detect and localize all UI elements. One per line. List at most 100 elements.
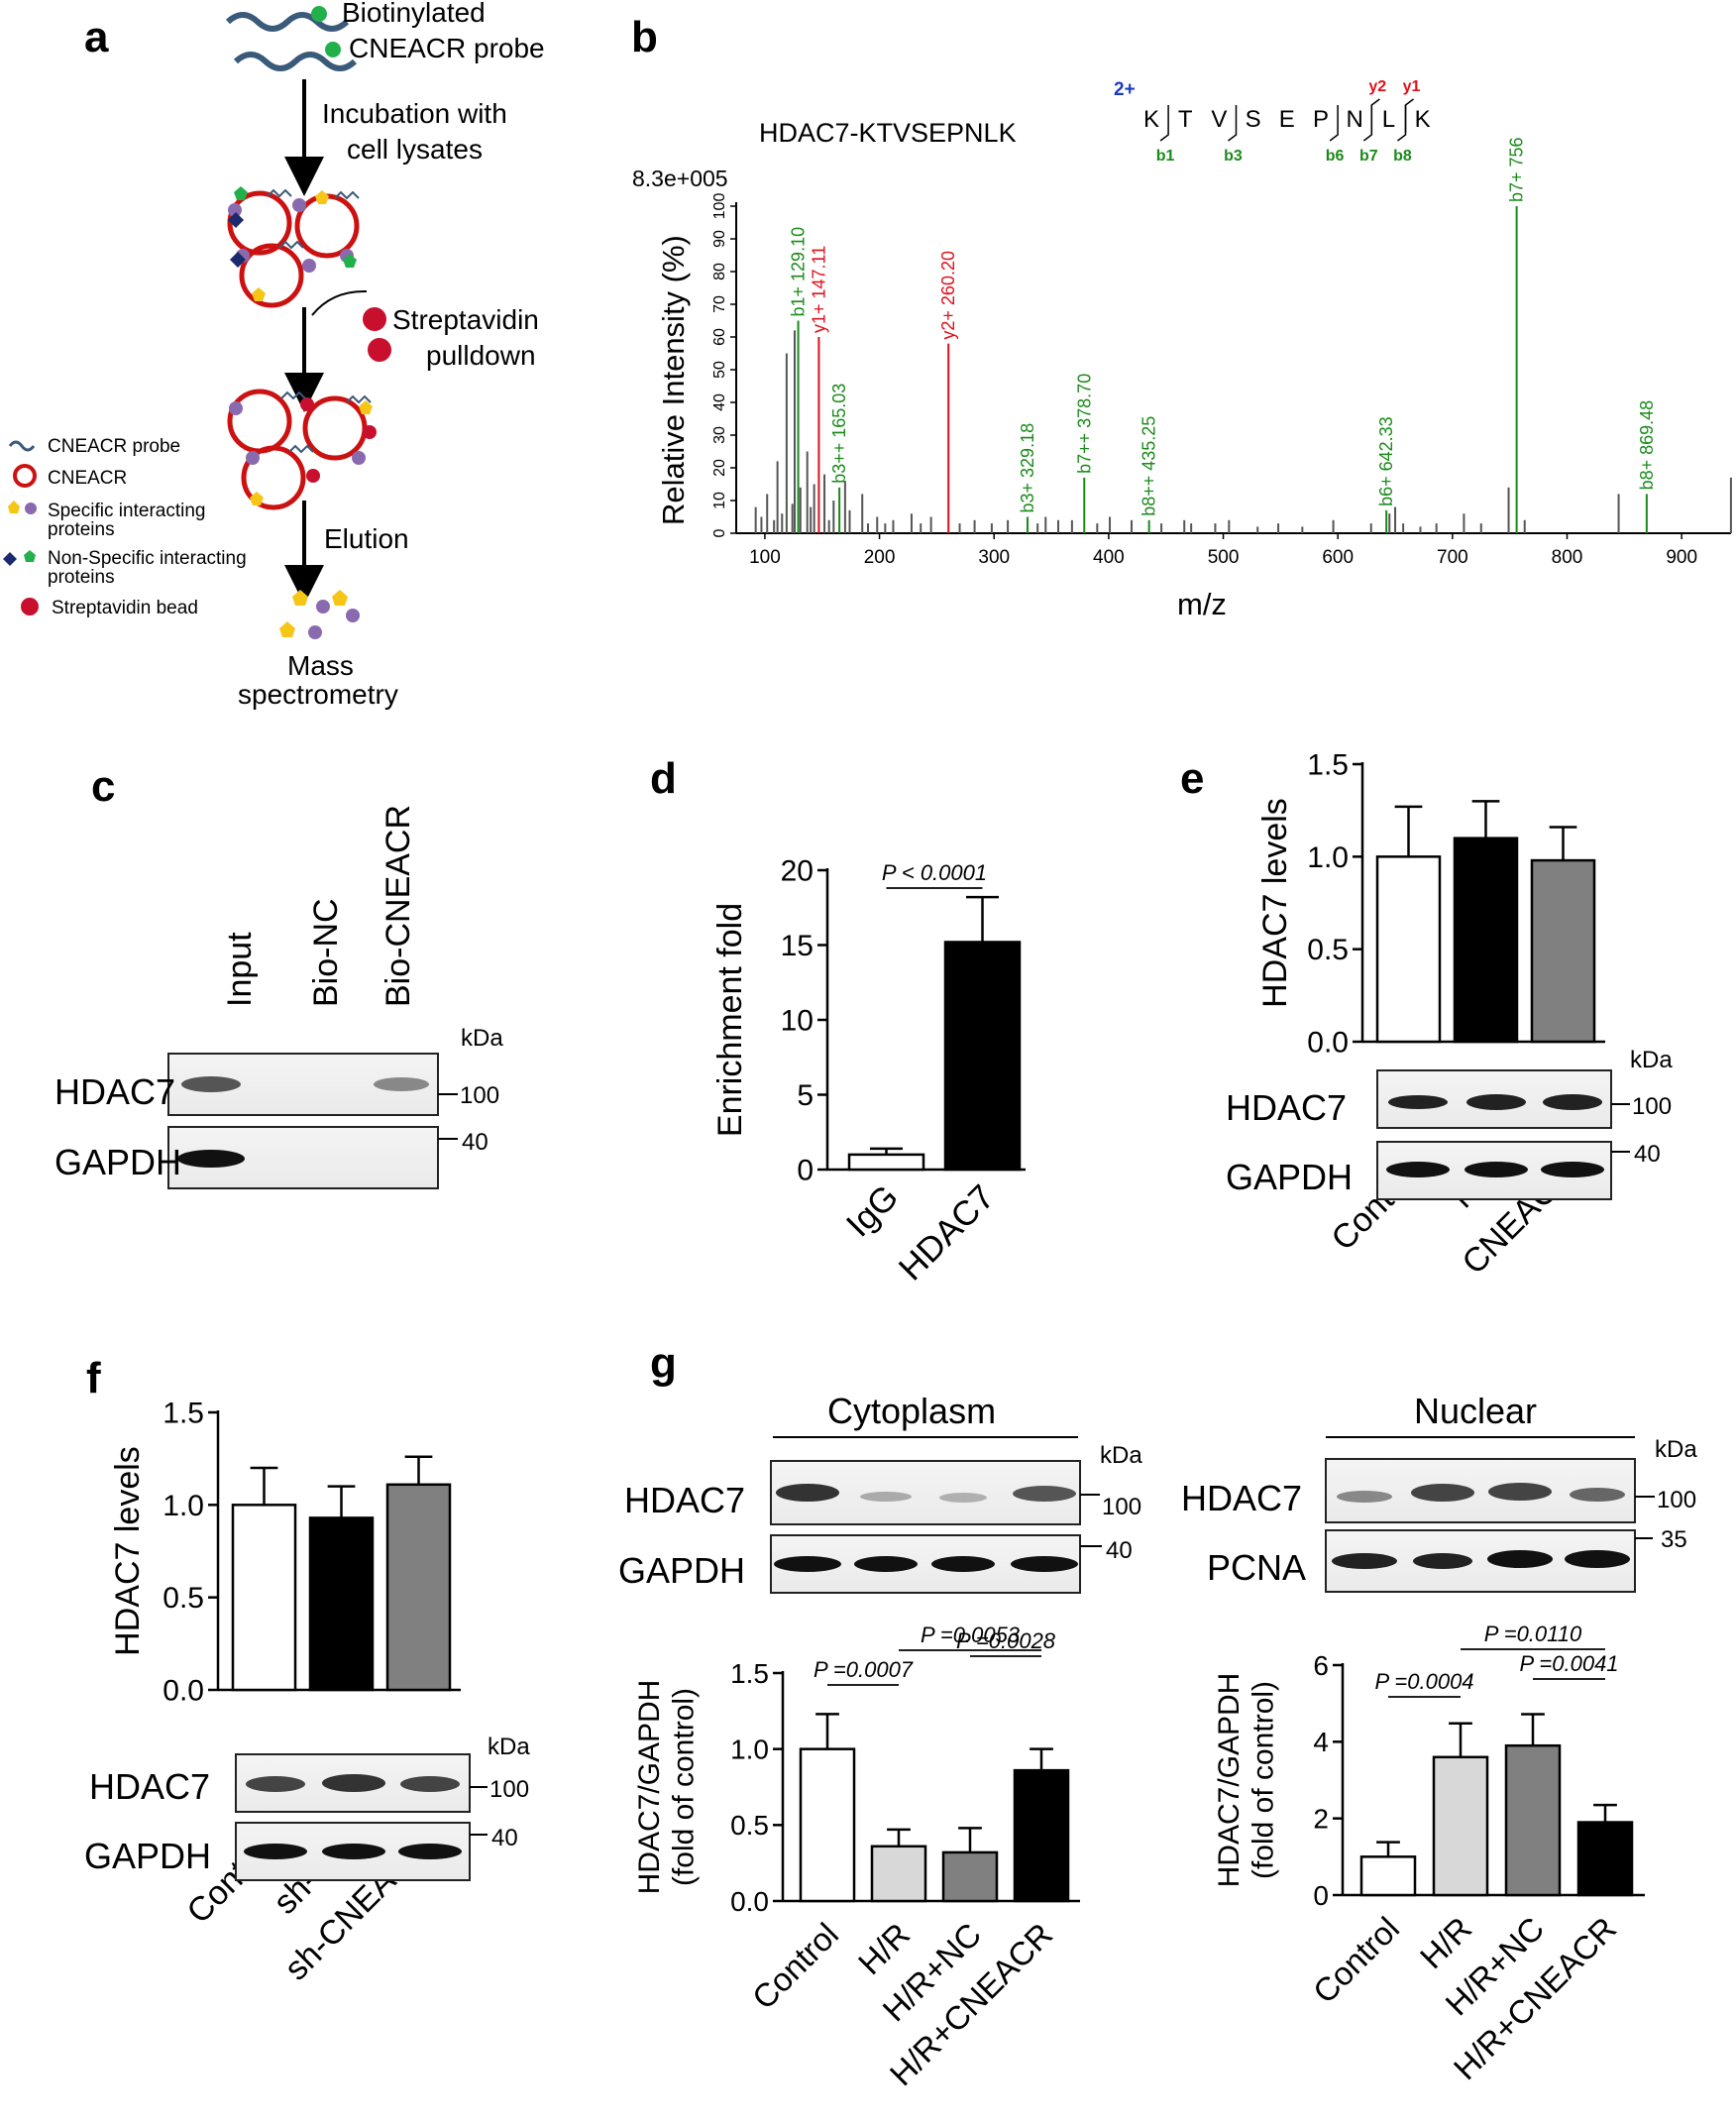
band: [177, 1150, 245, 1168]
y-axis-label: HDAC7 levels: [109, 1446, 147, 1656]
sequence-residue: P: [1313, 106, 1329, 133]
row-label-gapdh: GAPDH: [84, 1836, 211, 1876]
b-ion-label: b8: [1393, 148, 1412, 165]
x-tick-label: 300: [978, 547, 1010, 568]
peak-label: b7+ 756: [1507, 137, 1527, 202]
marker-40: 40: [1106, 1537, 1133, 1564]
band: [1465, 1162, 1528, 1177]
y-axis-label: HDAC7/GAPDH: [1213, 1673, 1246, 1888]
legend-specific-2: proteins: [48, 519, 115, 540]
band: [1466, 1094, 1526, 1110]
panel-label-f: f: [86, 1354, 101, 1402]
x-tick-label: 200: [864, 547, 896, 568]
row-label-gapdh: GAPDH: [618, 1550, 745, 1591]
probe-icon: [8, 440, 36, 452]
y-ion-bracket: [1370, 98, 1380, 133]
marker-100: 100: [1102, 1494, 1141, 1520]
biotin-dot-icon: [325, 42, 341, 57]
y-tick-label: 0: [711, 528, 728, 537]
sequence-residue: L: [1382, 106, 1395, 133]
y-tick-label: 1.0: [1307, 841, 1349, 874]
legend-bead: Streptavidin bead: [52, 598, 198, 618]
legend-nonspecific-1: Non-Specific interacting: [48, 548, 247, 569]
final-label-2: spectrometry: [238, 679, 398, 710]
probe-icon: [233, 52, 358, 71]
bar: [943, 941, 1022, 1172]
y-tick-label: 0.0: [163, 1675, 204, 1708]
band: [246, 1776, 305, 1792]
kda-label: kDa: [1100, 1442, 1142, 1469]
band: [1411, 1484, 1474, 1502]
sequence-residue: K: [1415, 106, 1431, 133]
band: [400, 1776, 460, 1792]
y-tick-label: 70: [711, 295, 728, 313]
bar: [308, 1516, 375, 1692]
y-tick-label: 20: [711, 459, 728, 477]
y-tick-label: 0.0: [1307, 1027, 1349, 1060]
lane-label-input: Input: [221, 932, 259, 1007]
y-tick-label: 2: [1313, 1803, 1329, 1834]
row-label-hdac7: HDAC7: [1226, 1087, 1347, 1128]
y-tick-label: 10: [781, 1005, 814, 1038]
y-tick-label: 0: [1313, 1880, 1329, 1911]
sequence-residue: T: [1178, 106, 1193, 133]
y-tick-label: 30: [711, 426, 728, 444]
step2-label-2: pulldown: [426, 340, 536, 371]
band: [1388, 1095, 1448, 1109]
bar: [1453, 837, 1519, 1044]
streptavidin-bead-icon: [368, 338, 391, 362]
marker-40: 40: [1634, 1141, 1661, 1168]
bar: [1013, 1768, 1070, 1903]
charge-label: 2+: [1114, 79, 1136, 100]
significance-label: P =0.0053: [921, 1623, 1021, 1647]
b-ion-label: b1: [1156, 148, 1175, 165]
probe-label-2: CNEACR probe: [349, 33, 545, 63]
x-tick-label: 700: [1437, 547, 1468, 568]
x-tick-label: 400: [1093, 547, 1125, 568]
panel-a-legend: CNEACR probe CNEACR Specific interacting…: [3, 436, 247, 618]
spectrum-title: HDAC7-KTVSEPNLK: [759, 118, 1017, 148]
y-tick-label: 100: [711, 193, 728, 220]
band: [244, 1844, 307, 1859]
bar: [231, 1504, 297, 1692]
bar: [1375, 855, 1442, 1044]
panel-e-blot: kDa HDAC7 GAPDH 100 40: [1226, 1047, 1673, 1200]
cytoplasm-header: Cytoplasm: [827, 1391, 996, 1431]
band: [1487, 1550, 1553, 1568]
bar: [870, 1845, 927, 1903]
significance-label: P =0.0028: [956, 1628, 1056, 1653]
y-tick-label: 10: [711, 492, 728, 509]
bar: [1432, 1755, 1489, 1897]
y-axis-label-2: (fold of control): [668, 1688, 701, 1886]
hexagon-icon: [24, 550, 36, 562]
marker-40: 40: [462, 1129, 488, 1156]
b-ion-bracket: [1228, 105, 1238, 142]
band: [774, 1556, 841, 1572]
marker-100: 100: [460, 1082, 499, 1109]
panel-label-a: a: [84, 13, 109, 61]
y-tick-label: 0.5: [730, 1810, 769, 1841]
band: [1013, 1486, 1076, 1502]
dot-icon: [25, 503, 37, 514]
step2-label-1: Streptavidin: [392, 304, 539, 335]
lysate-complex-icon: [227, 186, 360, 308]
legend-specific-1: Specific interacting: [48, 501, 205, 521]
step3-label: Elution: [324, 523, 409, 554]
sequence-residue: S: [1246, 106, 1261, 133]
band: [322, 1844, 385, 1859]
significance-label: P =0.0110: [1484, 1622, 1582, 1646]
panel-c-blot: Input Bio-NC Bio-CNEACR kDa HDAC7 GAPDH …: [54, 805, 503, 1189]
lane-label-bionc: Bio-NC: [307, 898, 345, 1007]
sequence-residue: E: [1279, 106, 1295, 133]
b-ion-bracket: [1397, 105, 1407, 142]
x-tick-label: 900: [1666, 547, 1697, 568]
row-label-hdac7: HDAC7: [624, 1480, 745, 1520]
y-tick-label: 0.0: [730, 1886, 769, 1917]
marker-100: 100: [489, 1776, 529, 1803]
x-tick-label: 500: [1208, 547, 1240, 568]
bar: [1359, 1855, 1417, 1897]
